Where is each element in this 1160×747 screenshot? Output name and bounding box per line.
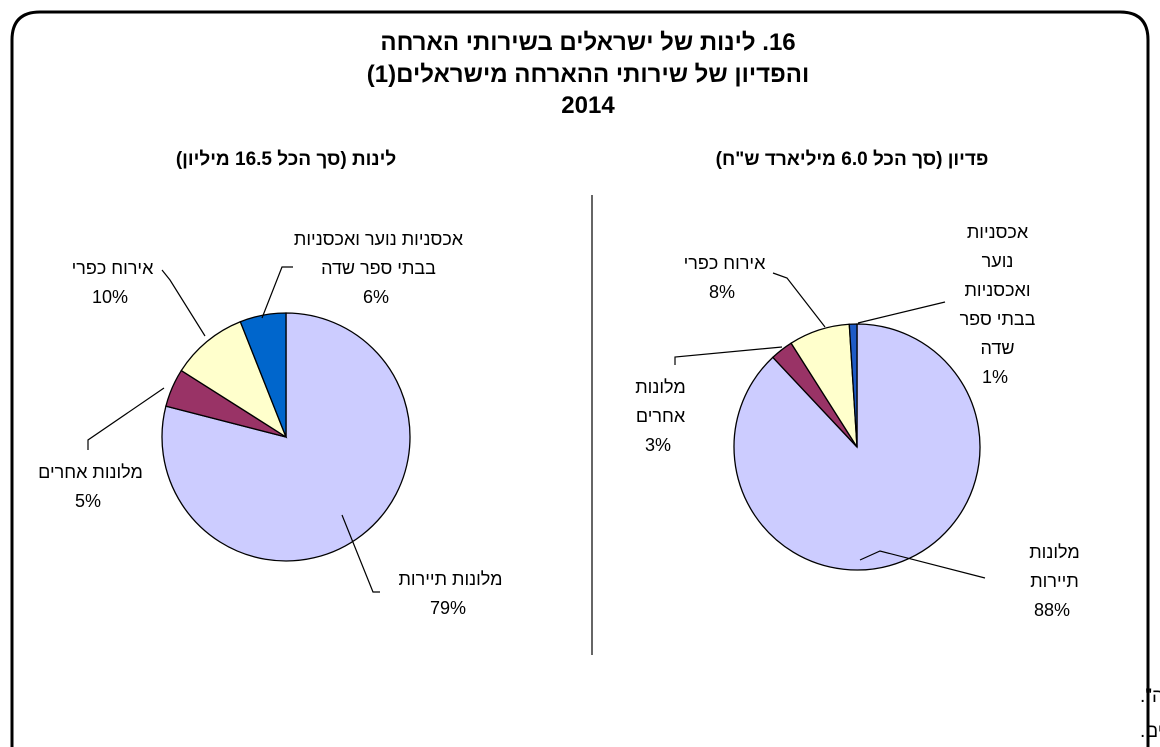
footnote: (1) הפדיון מישראלים כולל גם פדיון מפעילו…	[1140, 721, 1160, 742]
label-nights-tourist-hotels: מלונות תיירות 79%	[393, 569, 502, 618]
chart-title-line-2: והפדיון של שירותי ההארחה מישראלים(1)	[367, 61, 809, 88]
revenue-labels: מלונות תיירות 88% מלונות אחרים 3% אירוח …	[630, 222, 1080, 620]
chart-title-line-1: 16. לינות של ישראלים בשירותי הארחה	[380, 29, 795, 56]
nights-chart-title: לינות (סך הכל 16.5 מיליון)	[176, 149, 396, 170]
chart-border	[10, 10, 1150, 747]
nights-pie	[161, 312, 411, 562]
revenue-chart-title: פדיון (סך הכל 6.0 מיליארד ש"ח)	[716, 149, 989, 170]
chart-title-line-3: 2014	[561, 92, 615, 119]
label-revenue-hostels: אכסניות נוער ואכסניות בבתי ספר שדה 1%	[955, 222, 1036, 387]
revenue-leader-lines	[674, 272, 986, 579]
revenue-slice-hostels	[848, 323, 858, 448]
label-nights-hostels: אכסניות נוער ואכסניות בבתי ספר שדה 6%	[289, 229, 464, 307]
leader-revenue-tourist-hotels	[859, 550, 986, 579]
label-nights-rural: אירוח כפרי 10%	[67, 258, 155, 307]
nights-labels: מלונות תיירות 79% מלונות אחרים 5% אירוח …	[33, 229, 502, 618]
label-revenue-tourist-hotels: מלונות תיירות 88%	[1024, 542, 1080, 620]
revenue-pie	[733, 323, 981, 571]
label-revenue-rural: אירוח כפרי 8%	[679, 253, 767, 302]
nights-leader-lines	[87, 266, 380, 593]
label-revenue-other-hotels: מלונות אחרים 3%	[630, 377, 686, 455]
leader-nights-tourist-hotels	[341, 514, 380, 593]
nights-slice-rural-lodging	[180, 320, 288, 439]
leader-revenue-other-hotels	[674, 346, 783, 365]
leader-revenue-hostels	[857, 301, 946, 324]
leader-nights-other-hotels	[87, 387, 165, 450]
leader-revenue-rural	[772, 272, 826, 328]
leader-nights-hostels	[261, 266, 293, 319]
leader-nights-rural	[161, 269, 206, 337]
source-note: מקור: פרק 4, "שירותי הארחה".	[1140, 686, 1160, 707]
label-nights-other-hotels: מלונות אחרים 5%	[33, 462, 143, 511]
